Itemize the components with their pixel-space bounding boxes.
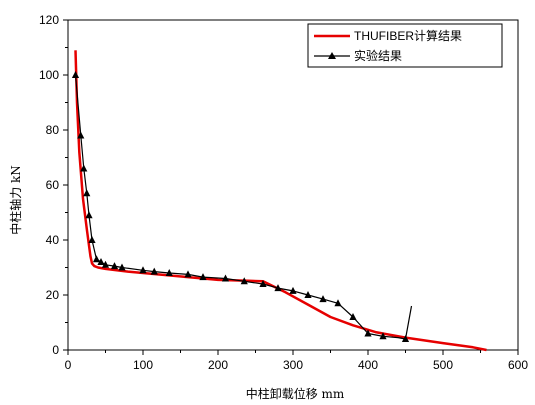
y-axis-label: 中柱轴力 kN [8, 165, 23, 235]
data-point-experiment [199, 273, 207, 281]
series-layer [71, 50, 487, 352]
legend-label-thufiber: THUFIBER计算结果 [354, 28, 462, 43]
data-point-experiment [118, 263, 126, 271]
data-point-experiment [71, 71, 80, 78]
plot-frame [67, 19, 519, 351]
data-point-experiment [289, 286, 297, 294]
data-point-experiment [304, 291, 312, 298]
data-point-experiment [319, 295, 327, 303]
data-point-experiment [165, 269, 173, 276]
data-point-experiment [274, 284, 282, 292]
x-tick-label: 500 [433, 358, 453, 372]
y-tick-label: 120 [39, 13, 59, 27]
data-point-experiment [101, 260, 110, 268]
data-point-experiment [221, 274, 230, 282]
y-tick-label: 80 [46, 123, 60, 137]
legend-box [307, 23, 503, 68]
x-tick-label: 200 [208, 358, 228, 372]
data-point-experiment [92, 255, 101, 263]
data-point-experiment [80, 164, 88, 172]
x-tick-label: 300 [283, 358, 303, 372]
data-point-experiment [97, 258, 105, 265]
y-tick-label: 60 [46, 178, 60, 192]
series-line-thufiber [74, 50, 487, 352]
x-tick-label: 100 [133, 358, 153, 372]
data-point-experiment [77, 131, 85, 139]
y-tick-label: 20 [46, 288, 60, 302]
legend-label-experiment: 实验结果 [354, 48, 402, 63]
x-tick-label: 400 [358, 358, 378, 372]
data-point-experiment [139, 266, 147, 274]
y-tick-label: 0 [52, 343, 59, 357]
legend: THUFIBER计算结果 实验结果 [307, 23, 503, 68]
legend-marker-triangle [328, 52, 336, 59]
x-tick-label: 0 [65, 358, 72, 372]
data-point-experiment [401, 335, 410, 342]
data-point-experiment [259, 280, 267, 287]
data-point-experiment [88, 236, 96, 243]
x-tick-label: 600 [508, 358, 528, 372]
data-point-experiment [364, 329, 372, 337]
data-point-experiment [150, 267, 158, 275]
axes: 0 100 200 300 400 500 600 0 20 40 60 80 100 120 [39, 13, 528, 372]
data-point-experiment [83, 189, 91, 197]
series-line-experiment [74, 74, 413, 340]
data-point-experiment [334, 299, 342, 307]
data-point-experiment [379, 332, 387, 340]
data-point-experiment [240, 277, 248, 285]
data-point-experiment [184, 270, 192, 278]
y-tick-label: 100 [39, 68, 59, 82]
data-point-experiment [85, 211, 93, 219]
data-point-experiment [349, 313, 357, 320]
data-point-experiment [110, 262, 119, 270]
y-tick-label: 40 [46, 233, 60, 247]
x-axis-label: 中柱卸载位移 mm [246, 386, 345, 401]
